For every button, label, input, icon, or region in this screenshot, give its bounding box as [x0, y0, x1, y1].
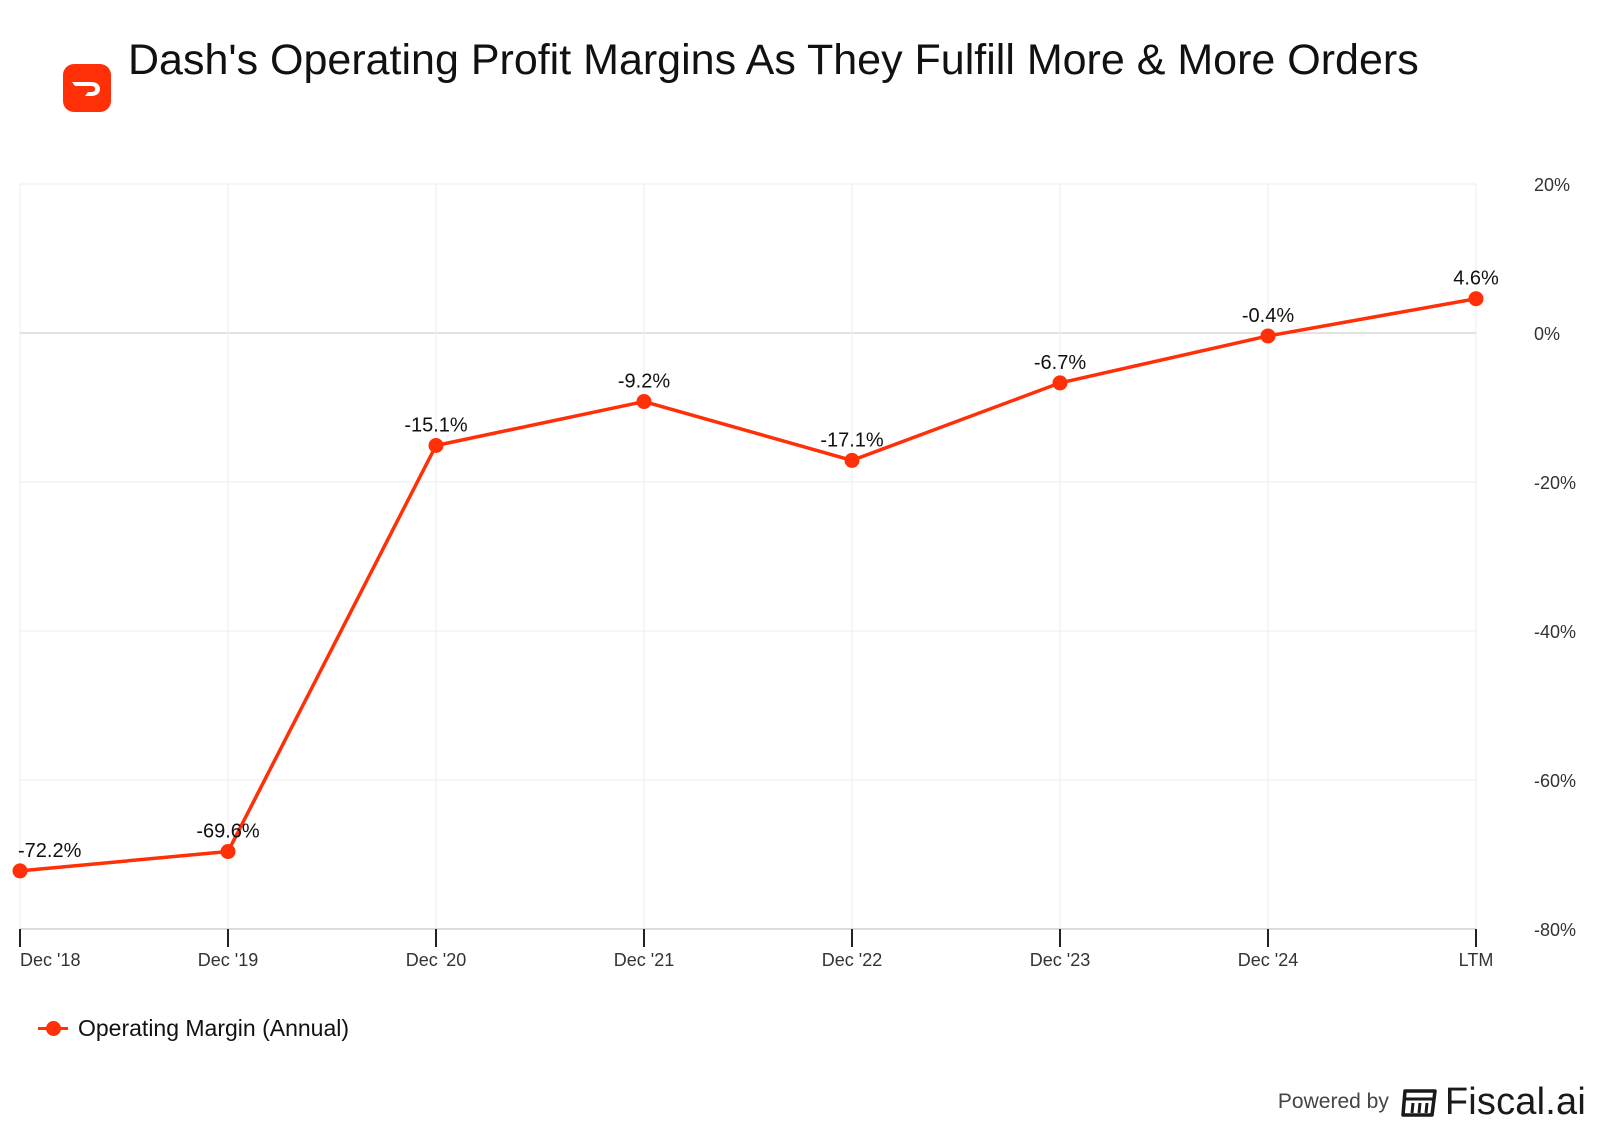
y-tick-label: -20%	[1534, 473, 1576, 493]
fiscal-ai-logo-icon	[1401, 1089, 1437, 1117]
line-chart: 20% 0% -20% -40% -60% -80% Dec '18 Dec '19 Dec '…	[12, 175, 1576, 970]
data-point	[1052, 375, 1068, 391]
y-tick-label: -40%	[1534, 622, 1576, 642]
data-point	[1260, 328, 1276, 344]
y-tick-label: -60%	[1534, 771, 1576, 791]
powered-by-text: Powered by	[1277, 1090, 1389, 1113]
data-point	[844, 452, 860, 468]
doordash-logo-icon	[63, 64, 111, 112]
data-point	[428, 437, 444, 453]
data-point	[1468, 291, 1484, 307]
data-label: -0.4%	[1242, 305, 1294, 327]
legend[interactable]: Operating Margin (Annual)	[36, 1013, 349, 1043]
x-tick-label: Dec '23	[1030, 950, 1090, 970]
legend-marker	[36, 1013, 70, 1043]
series-line	[18, 296, 1478, 873]
data-label: -17.1%	[820, 429, 884, 451]
data-label: -15.1%	[404, 414, 468, 436]
data-label: -9.2%	[618, 371, 670, 393]
x-tick-label: Dec '24	[1238, 950, 1298, 970]
x-tick-label: LTM	[1459, 950, 1494, 970]
legend-label: Operating Margin (Annual)	[78, 1014, 350, 1041]
data-label: -69.6%	[196, 821, 260, 843]
x-tick-label: Dec '18	[20, 950, 80, 970]
x-tick-label: Dec '19	[198, 950, 258, 970]
x-tick-label: Dec '20	[406, 950, 466, 970]
data-point	[636, 394, 652, 410]
data-label: 4.6%	[1453, 268, 1499, 290]
data-label: -6.7%	[1034, 352, 1086, 374]
footer: Powered by Fiscal.ai	[1278, 1080, 1586, 1124]
x-tick-label: Dec '21	[614, 950, 674, 970]
y-tick-label: 20%	[1534, 175, 1570, 195]
y-tick-label: -80%	[1534, 920, 1576, 940]
data-point	[12, 863, 28, 879]
fiscal-ai-brand: Fiscal.ai	[1444, 1080, 1586, 1123]
data-point	[220, 844, 236, 860]
data-label: -72.2%	[18, 840, 82, 862]
y-tick-label: 0%	[1534, 324, 1560, 344]
chart-title: Dash's Operating Profit Margins As They …	[128, 36, 1419, 84]
x-tick-label: Dec '22	[822, 950, 882, 970]
